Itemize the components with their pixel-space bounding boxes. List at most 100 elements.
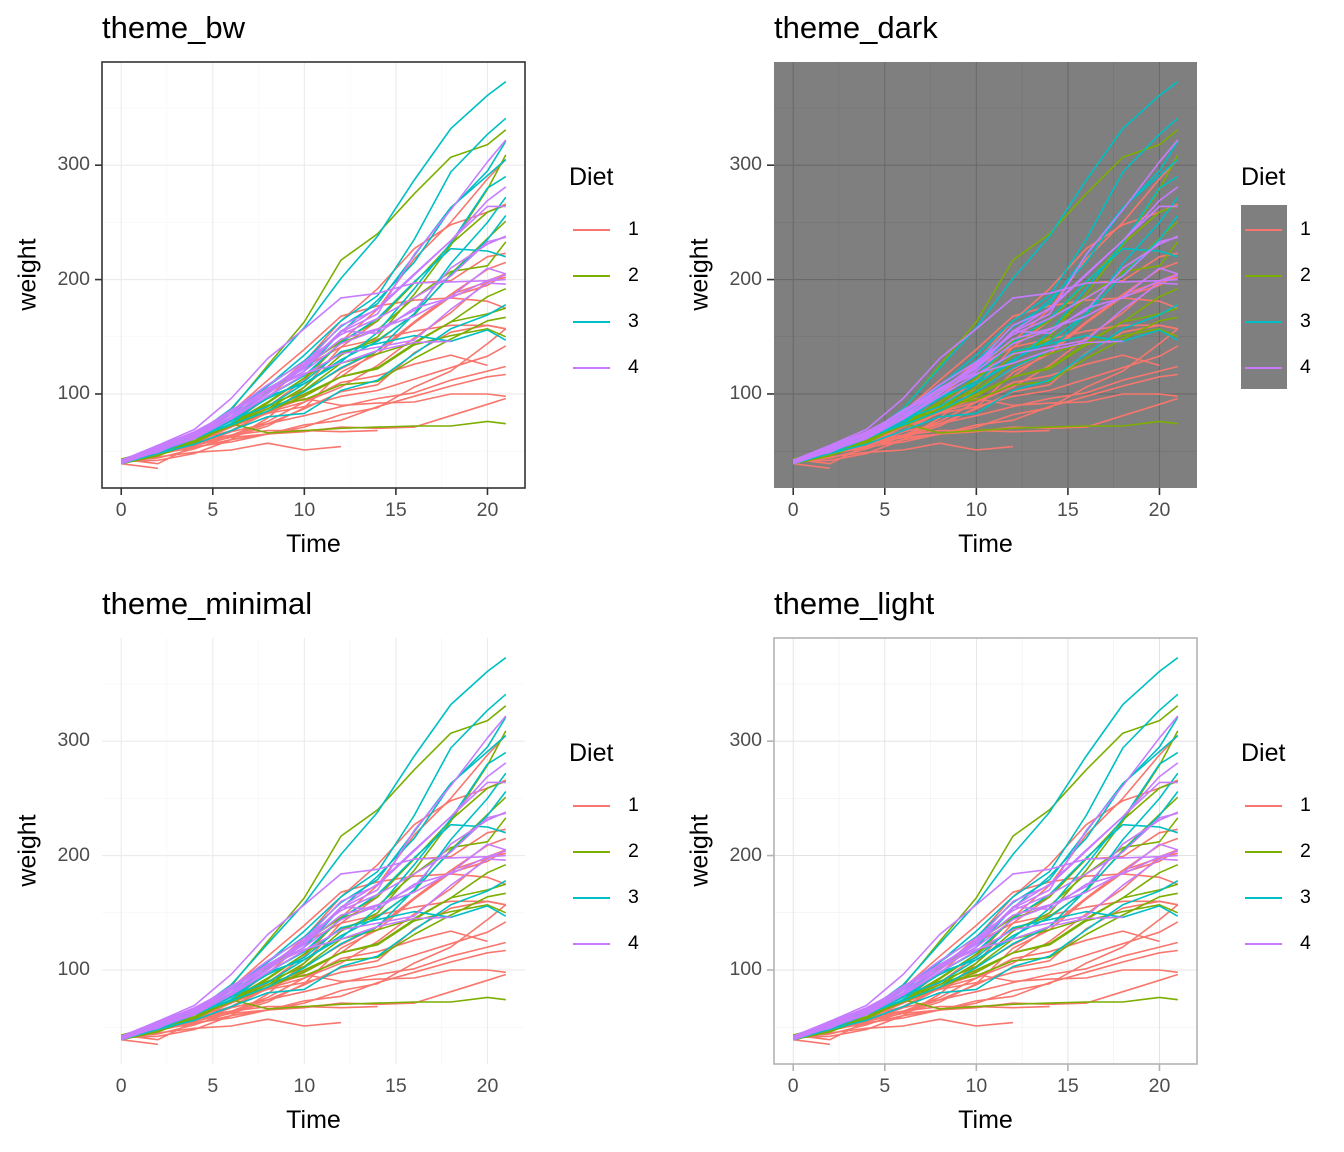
legend-key-diet-4 [1245,943,1282,945]
y-tick-label: 300 [57,729,90,752]
series-line-chick-43 [120,278,506,462]
series-line-chick-49 [120,236,506,464]
legend-label: 1 [628,794,639,816]
series-line-chick-37 [793,304,1179,463]
legend: Diet 1 2 3 4 [1241,163,1331,393]
series-line-chick-30 [121,903,507,1038]
y-tick-label: 100 [57,381,90,404]
legend-label: 4 [628,356,639,378]
series-line-chick-37 [121,880,507,1039]
series-line-chick-50 [120,205,506,463]
plot-area [95,61,526,495]
legend-label: 3 [1300,310,1311,332]
legend-label: 4 [1300,356,1311,378]
plot-area [102,638,525,1064]
x-tick-label: 15 [385,1075,407,1097]
legend-key-diet-3 [573,321,610,323]
series-line-chick-20 [793,373,1178,463]
x-tick-label: 10 [293,499,316,521]
y-tick-label: 100 [729,381,762,404]
series-line-chick-45 [120,858,506,1039]
series-line-chick-49 [120,812,506,1040]
series-line-chick-50 [792,781,1178,1039]
facet-theme-dark: theme_dark weight Time Diet 1 2 3 4 0 5 10 15 2… [672,0,1344,576]
series-line-chick-30 [793,903,1179,1038]
series-line-chick-49 [792,812,1178,1040]
facet-title: theme_light [774,586,935,621]
series-line-chick-47 [120,267,507,463]
panel-border [773,637,1198,1065]
series-line-chick-43 [792,854,1178,1038]
facet-title: theme_minimal [102,586,313,621]
x-tick-label: 5 [879,1075,891,1097]
x-axis-label: Time [286,1106,341,1134]
facet-theme-light: theme_light weight Time Diet 1 2 3 4 0 5 10 15… [672,576,1344,1152]
series-line-chick-34 [121,693,507,1039]
legend-label: 3 [628,886,639,908]
x-tick-label: 5 [207,499,219,521]
legend-label: 3 [1300,886,1311,908]
x-tick-label: 0 [787,1075,799,1097]
legend-key-diet-3 [573,897,610,899]
series-line-chick-47 [120,843,507,1039]
x-tick-label: 0 [787,499,799,521]
legend-label: 4 [1300,932,1311,954]
x-tick-label: 20 [476,1075,499,1097]
series-line-chick-18 [793,462,830,470]
legend-title: Diet [1241,163,1286,191]
legend-key-background [1241,205,1287,389]
x-tick-label: 0 [115,499,127,521]
panel-background [774,62,1197,488]
series-line-chick-20 [793,949,1178,1039]
x-axis-label: Time [958,1106,1013,1134]
y-tick-label: 200 [729,843,762,866]
x-tick-label: 20 [1148,1075,1171,1097]
y-tick-label: 100 [57,957,90,980]
panel-border [101,61,526,489]
legend-key-diet-2 [1245,275,1282,277]
series-line-chick-39 [121,772,507,1038]
series-line-chick-10 [121,365,506,463]
series-line-chick-49 [792,236,1178,464]
plot-area [767,637,1198,1071]
series-line-chick-19 [793,904,1179,1036]
legend-key-diet-3 [1245,321,1282,323]
x-tick-label: 10 [965,499,988,521]
facet-theme-bw: theme_bw weight Time Diet 1 2 3 4 0 5 10 15 20 1… [0,0,672,576]
x-tick-label: 15 [1057,499,1079,521]
legend-key-diet-2 [573,275,610,277]
y-tick-label: 200 [729,267,762,290]
legend-label: 2 [1300,840,1311,862]
series-line-chick-19 [121,328,507,460]
series-line-chick-29 [120,730,507,1041]
series-line-chick-19 [121,904,507,1036]
series-line-chick-38 [121,751,507,1039]
legend-label: 2 [628,264,639,286]
x-tick-label: 5 [207,1075,219,1097]
x-axis-label: Time [958,530,1013,558]
series-line-chick-10 [793,365,1178,463]
y-axis-label: weight [685,238,714,311]
y-tick-label: 300 [57,153,90,176]
y-tick-label: 200 [57,843,90,866]
legend: Diet 1 2 3 4 [1241,739,1331,969]
facet-theme-minimal: theme_minimal weight Time Diet 1 2 3 4 0 5 10… [0,576,672,1152]
y-tick-label: 200 [57,267,90,290]
y-axis-label: weight [13,238,42,311]
legend-label: 1 [628,218,639,240]
legend-label: 2 [1300,264,1311,286]
legend-key-diet-1 [573,229,610,231]
series-line-chick-43 [120,854,506,1038]
series-line-chick-43 [792,278,1178,462]
series-line-chick-45 [792,282,1178,463]
y-tick-label: 300 [729,153,762,176]
legend: Diet 1 2 3 4 [569,739,659,969]
series-line-chick-19 [793,328,1179,460]
series-line-chick-18 [121,1038,158,1046]
series-line-chick-18 [793,1038,830,1046]
legend-title: Diet [569,163,614,191]
panel-background [774,638,1197,1064]
y-tick-label: 300 [729,729,762,752]
y-axis-label: weight [685,814,714,887]
legend-key-diet-2 [1245,851,1282,853]
